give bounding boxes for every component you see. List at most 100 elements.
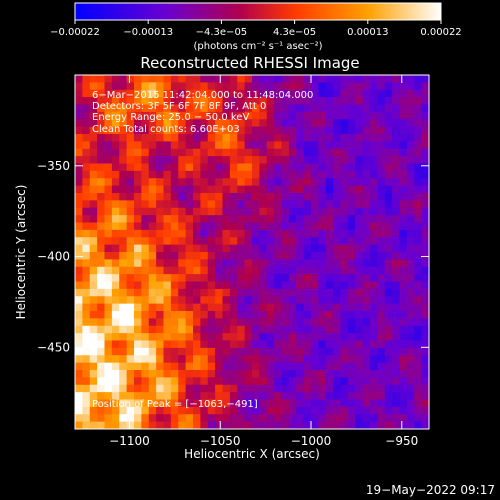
heatmap-cell — [355, 252, 364, 260]
heatmap-cell — [355, 414, 364, 423]
heatmap-cell — [288, 75, 297, 83]
heatmap-cell — [296, 126, 305, 135]
heatmap-cell — [89, 259, 98, 268]
heatmap-cell — [75, 134, 83, 142]
heatmap-cell — [134, 266, 142, 275]
heatmap-cell — [377, 222, 386, 231]
heatmap-cell — [325, 399, 334, 408]
heatmap-cell — [406, 421, 415, 429]
heatmap-cell — [252, 252, 260, 260]
heatmap-cell — [421, 266, 429, 275]
heatmap-cell — [347, 392, 356, 401]
heatmap-cell — [141, 200, 150, 209]
heatmap-cell — [222, 266, 231, 275]
heatmap-cell — [296, 82, 305, 91]
heatmap-cell — [355, 148, 364, 157]
heatmap-cell — [266, 111, 275, 120]
heatmap-cell — [229, 193, 238, 201]
heatmap-cell — [89, 207, 98, 216]
heatmap-cell — [311, 370, 319, 378]
heatmap-cell — [421, 362, 429, 371]
heatmap-cell — [406, 207, 415, 216]
heatmap-cell — [229, 185, 238, 194]
heatmap-cell — [237, 141, 246, 150]
heatmap-cell — [266, 340, 275, 349]
heatmap-cell — [119, 237, 128, 246]
heatmap-cell — [126, 288, 135, 297]
heatmap-cell — [141, 193, 150, 201]
heatmap-cell — [104, 318, 113, 327]
heatmap-cell — [207, 392, 216, 401]
heatmap-cell — [229, 274, 238, 283]
heatmap-cell — [207, 119, 216, 128]
heatmap-cell — [97, 119, 106, 128]
heatmap-cell — [134, 97, 142, 106]
heatmap-cell — [377, 318, 386, 327]
heatmap-cell — [296, 170, 305, 179]
heatmap-cell — [244, 148, 253, 157]
heatmap-cell — [377, 200, 386, 209]
heatmap-cell — [141, 399, 150, 408]
heatmap-cell — [311, 274, 319, 283]
heatmap-cell — [178, 185, 187, 194]
heatmap-cell — [340, 296, 349, 305]
heatmap-cell — [406, 311, 415, 319]
heatmap-cell — [134, 318, 142, 327]
heatmap-cell — [281, 163, 290, 172]
heatmap-cell — [215, 281, 224, 290]
heatmap-cell — [303, 318, 312, 327]
heatmap-cell — [392, 119, 401, 128]
heatmap-cell — [392, 392, 401, 401]
heatmap-cell — [163, 347, 172, 356]
heatmap-cell — [399, 148, 408, 157]
heatmap-cell — [200, 414, 209, 423]
heatmap-cell — [318, 200, 327, 209]
heatmap-cell — [347, 126, 356, 135]
heatmap-cell — [134, 274, 142, 283]
heatmap-cell — [134, 215, 142, 224]
heatmap-cell — [229, 222, 238, 231]
heatmap-cell — [318, 333, 327, 342]
heatmap-cell — [215, 355, 224, 364]
heatmap-cell — [259, 215, 268, 224]
heatmap-cell — [82, 111, 91, 120]
heatmap-cell — [318, 156, 327, 165]
heatmap-cell — [392, 259, 401, 268]
heatmap-cell — [104, 274, 113, 283]
heatmap-cell — [406, 229, 415, 238]
heatmap-cell — [281, 266, 290, 275]
heatmap-cell — [421, 384, 429, 393]
heatmap-cell — [266, 89, 275, 98]
heatmap-cell — [252, 207, 260, 216]
heatmap-cell — [244, 178, 253, 187]
heatmap-cell — [111, 82, 120, 91]
heatmap-cell — [244, 362, 253, 371]
heatmap-cell — [281, 421, 290, 429]
heatmap-cell — [252, 318, 260, 327]
heatmap-cell — [266, 244, 275, 253]
heatmap-cell — [399, 274, 408, 283]
heatmap-cell — [325, 207, 334, 216]
heatmap-cell — [75, 215, 83, 224]
heatmap-cell — [200, 104, 209, 113]
heatmap-cell — [75, 266, 83, 275]
heatmap-cell — [97, 414, 106, 423]
heatmap-cell — [399, 296, 408, 305]
heatmap-cell — [119, 296, 128, 305]
heatmap-cell — [200, 222, 209, 231]
heatmap-cell — [333, 185, 342, 194]
heatmap-cell — [311, 303, 319, 312]
heatmap-cell — [82, 229, 91, 238]
heatmap-cell — [406, 215, 415, 224]
heatmap-cell — [370, 222, 378, 231]
heatmap-cell — [259, 318, 268, 327]
heatmap-cell — [75, 244, 83, 253]
colorbar-tick-label: 0.00013 — [347, 27, 388, 38]
heatmap-cell — [318, 288, 327, 297]
heatmap-cell — [274, 126, 283, 135]
heatmap-cell — [97, 303, 106, 312]
heatmap-cell — [134, 414, 142, 423]
heatmap-cell — [281, 148, 290, 157]
heatmap-cell — [370, 266, 378, 275]
heatmap-cell — [141, 288, 150, 297]
